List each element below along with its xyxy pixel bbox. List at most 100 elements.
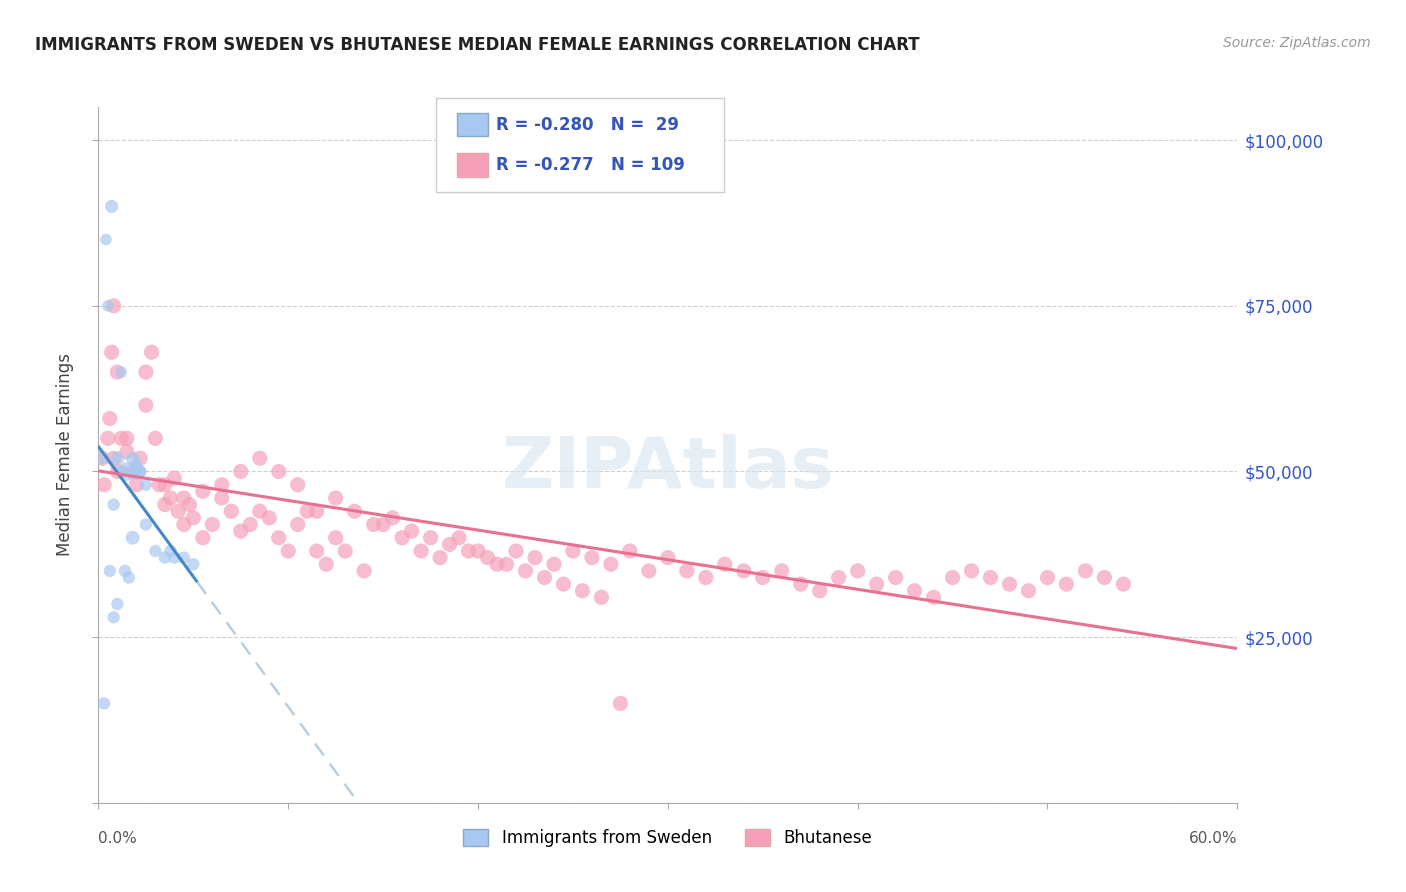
Point bbox=[191, 484, 214, 499]
Point bbox=[100, 199, 122, 213]
Point bbox=[249, 504, 271, 518]
Point bbox=[591, 591, 613, 605]
Point bbox=[145, 431, 167, 445]
Point bbox=[103, 610, 125, 624]
Point bbox=[135, 365, 157, 379]
Point bbox=[960, 564, 983, 578]
Text: 0.0%: 0.0% bbox=[98, 830, 138, 846]
Point bbox=[97, 299, 120, 313]
Point bbox=[107, 597, 129, 611]
Point bbox=[808, 583, 831, 598]
Point bbox=[93, 477, 115, 491]
Point bbox=[115, 444, 138, 458]
Point bbox=[619, 544, 641, 558]
Point bbox=[148, 477, 170, 491]
Point bbox=[325, 531, 347, 545]
Point bbox=[1056, 577, 1078, 591]
Point bbox=[335, 544, 357, 558]
Text: IMMIGRANTS FROM SWEDEN VS BHUTANESE MEDIAN FEMALE EARNINGS CORRELATION CHART: IMMIGRANTS FROM SWEDEN VS BHUTANESE MEDI… bbox=[35, 36, 920, 54]
Point bbox=[353, 564, 375, 578]
Point bbox=[135, 398, 157, 412]
Point bbox=[439, 537, 461, 551]
Point bbox=[695, 570, 717, 584]
Point bbox=[145, 544, 167, 558]
Point bbox=[676, 564, 699, 578]
Point bbox=[103, 451, 125, 466]
Point bbox=[1112, 577, 1135, 591]
Point bbox=[173, 550, 195, 565]
Point bbox=[429, 550, 451, 565]
Point bbox=[249, 451, 271, 466]
Point bbox=[505, 544, 527, 558]
Point bbox=[866, 577, 889, 591]
Point bbox=[115, 431, 138, 445]
Point bbox=[100, 345, 122, 359]
Point bbox=[553, 577, 575, 591]
Point bbox=[129, 465, 152, 479]
Point bbox=[297, 504, 319, 518]
Point bbox=[998, 577, 1021, 591]
Point bbox=[173, 491, 195, 505]
Point bbox=[191, 531, 214, 545]
Point bbox=[571, 583, 593, 598]
Point bbox=[259, 511, 281, 525]
Point bbox=[163, 550, 186, 565]
Point bbox=[828, 570, 851, 584]
Point bbox=[638, 564, 661, 578]
Point bbox=[287, 477, 309, 491]
Point bbox=[381, 511, 404, 525]
Point bbox=[609, 697, 631, 711]
Point bbox=[129, 451, 152, 466]
Point bbox=[733, 564, 755, 578]
Point bbox=[657, 550, 679, 565]
Point bbox=[391, 531, 413, 545]
Point bbox=[904, 583, 927, 598]
Point bbox=[125, 458, 148, 472]
Point bbox=[179, 498, 201, 512]
Point bbox=[93, 697, 115, 711]
Point bbox=[543, 558, 565, 572]
Point bbox=[277, 544, 299, 558]
Point bbox=[115, 465, 138, 479]
Point bbox=[163, 471, 186, 485]
Point bbox=[129, 465, 152, 479]
Point bbox=[922, 591, 945, 605]
Point bbox=[201, 517, 224, 532]
Point bbox=[125, 477, 148, 491]
Point bbox=[524, 550, 547, 565]
Point bbox=[183, 558, 205, 572]
Point bbox=[305, 504, 328, 518]
Point bbox=[153, 550, 176, 565]
Point bbox=[107, 465, 129, 479]
Point bbox=[515, 564, 537, 578]
Point bbox=[229, 524, 252, 538]
Point bbox=[107, 451, 129, 466]
Point bbox=[1018, 583, 1040, 598]
Point bbox=[562, 544, 585, 558]
Point bbox=[486, 558, 509, 572]
Point bbox=[1074, 564, 1097, 578]
Point bbox=[135, 477, 157, 491]
Point bbox=[141, 345, 163, 359]
Point bbox=[467, 544, 489, 558]
Point bbox=[239, 517, 262, 532]
Point bbox=[600, 558, 623, 572]
Point bbox=[97, 431, 120, 445]
Point bbox=[221, 504, 243, 518]
Point bbox=[110, 431, 132, 445]
Point bbox=[790, 577, 813, 591]
Point bbox=[98, 564, 121, 578]
Point bbox=[979, 570, 1001, 584]
Point bbox=[363, 517, 385, 532]
Point bbox=[110, 365, 132, 379]
Point bbox=[287, 517, 309, 532]
Point bbox=[371, 517, 394, 532]
Point bbox=[495, 558, 517, 572]
Text: ZIPAtlas: ZIPAtlas bbox=[502, 434, 834, 503]
Point bbox=[419, 531, 441, 545]
Text: R = -0.280   N =  29: R = -0.280 N = 29 bbox=[496, 116, 679, 134]
Point bbox=[183, 511, 205, 525]
Point bbox=[305, 544, 328, 558]
Point bbox=[211, 491, 233, 505]
Point bbox=[325, 491, 347, 505]
